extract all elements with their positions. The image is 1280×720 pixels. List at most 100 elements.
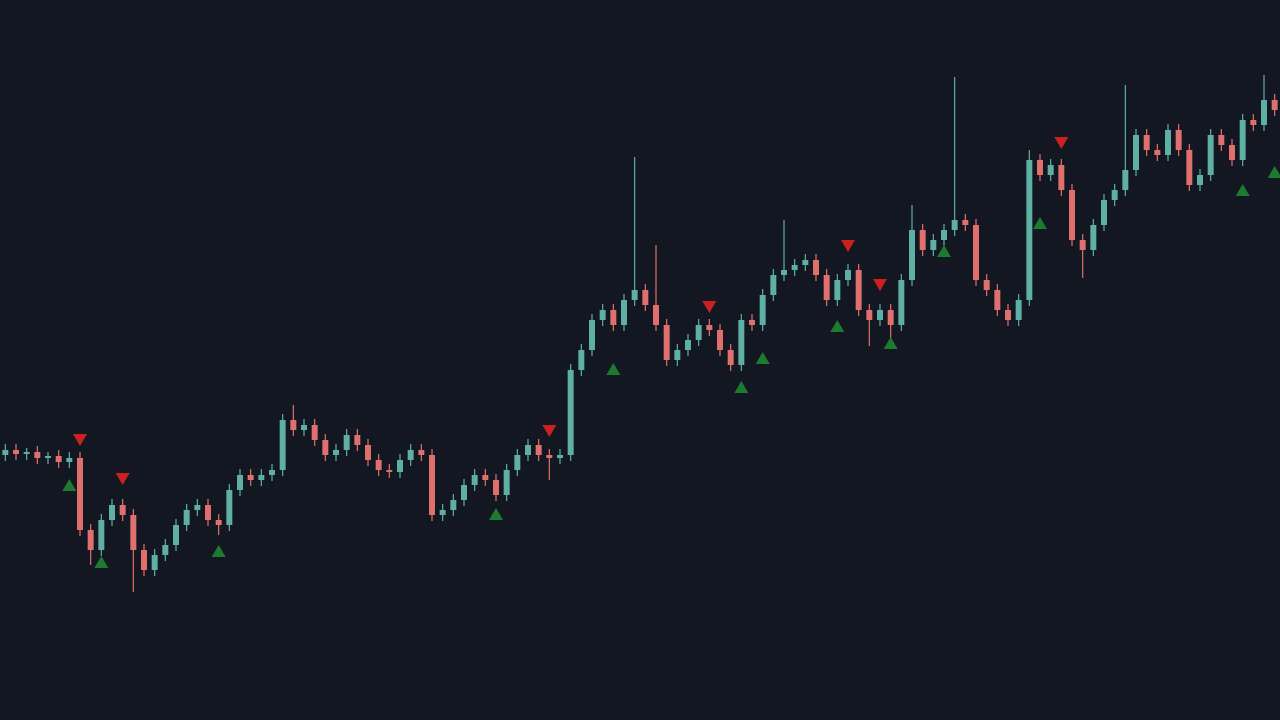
buy-signal: [94, 556, 109, 568]
candle-body: [1218, 135, 1225, 145]
candle-body: [866, 310, 873, 320]
candle-body: [23, 452, 30, 454]
candle-body: [823, 275, 830, 300]
candle-body: [109, 505, 115, 520]
candle-body: [1271, 100, 1278, 110]
candle-body: [450, 500, 457, 510]
candle-body: [258, 475, 265, 480]
candle-body: [770, 275, 777, 295]
candle-body: [77, 458, 83, 530]
candle-body: [909, 230, 915, 280]
buy-signal: [62, 479, 77, 491]
candle-body: [695, 325, 702, 340]
sell-signal: [542, 425, 557, 437]
sell-signal: [1054, 137, 1069, 149]
candle-body: [98, 520, 105, 550]
candle-body: [365, 445, 371, 460]
candle-body: [578, 350, 585, 370]
candle-body: [87, 530, 94, 550]
candle-body: [898, 280, 905, 325]
candle-body: [535, 445, 542, 455]
candle-body: [1101, 200, 1107, 225]
candle-body: [311, 425, 318, 440]
sell-signal: [702, 301, 717, 313]
candle-body: [354, 435, 361, 445]
candle-body: [66, 458, 73, 462]
candle-body: [503, 470, 510, 495]
candle-body: [226, 490, 233, 525]
candle-body: [2, 450, 9, 455]
candle-body: [173, 525, 179, 545]
buy-signal: [883, 337, 898, 349]
candle-body: [930, 240, 937, 250]
candle-body: [1122, 170, 1129, 190]
candle-body: [1229, 145, 1235, 160]
buy-signal: [755, 352, 770, 364]
candle-body: [471, 475, 478, 485]
candle-body: [599, 310, 606, 320]
candle-body: [855, 270, 862, 310]
candle-body: [1165, 130, 1171, 155]
candle-body: [1037, 160, 1043, 175]
candle-body: [941, 230, 947, 240]
candle-body: [749, 320, 755, 325]
candle-body: [674, 350, 681, 360]
candle-body: [119, 505, 126, 515]
candle-body: [1197, 175, 1203, 185]
candle-body: [418, 450, 425, 455]
candle-body: [759, 295, 766, 325]
candle-body: [1207, 135, 1214, 175]
candle-body: [151, 555, 158, 570]
candle-body: [546, 455, 553, 458]
candle-body: [621, 300, 627, 325]
candle-body: [269, 470, 275, 475]
candle-body: [1090, 225, 1097, 250]
candle-body: [781, 270, 787, 275]
candle-body: [55, 456, 62, 462]
candle-body: [791, 265, 798, 270]
candle-body: [482, 475, 489, 480]
candle-body: [205, 505, 211, 520]
buy-signal: [1235, 184, 1250, 196]
buy-signal: [1033, 217, 1047, 229]
candle-body: [215, 520, 222, 525]
candle-body: [962, 220, 969, 225]
candle-body: [1111, 190, 1118, 200]
candle-body: [983, 280, 990, 290]
candle-body: [34, 452, 41, 458]
candle-body: [973, 225, 979, 280]
sell-signal: [873, 279, 887, 291]
candle-body: [194, 505, 201, 510]
candle-body: [183, 510, 190, 525]
candle-body: [802, 260, 809, 265]
buy-signal: [489, 508, 503, 520]
candle-body: [1154, 150, 1161, 155]
candle-body: [1058, 165, 1065, 190]
candle-body: [727, 350, 734, 365]
candle-body: [717, 330, 723, 350]
candle-body: [13, 450, 19, 454]
candle-body: [141, 550, 147, 570]
candle-body: [706, 325, 713, 330]
candle-body: [1143, 135, 1150, 150]
candle-body: [653, 305, 659, 325]
candle-body: [567, 370, 574, 455]
candle-body: [386, 470, 393, 472]
candle-body: [343, 435, 350, 450]
candle-body: [1047, 165, 1054, 175]
candle-body: [877, 310, 883, 320]
candle-body: [322, 440, 329, 455]
candle-body: [279, 420, 286, 470]
candle-body: [1133, 135, 1139, 170]
buy-signal: [606, 363, 621, 375]
candle-body: [237, 475, 243, 490]
candle-body: [813, 260, 819, 275]
candle-body: [333, 450, 339, 455]
candle-body: [610, 310, 617, 325]
buy-signal: [734, 381, 749, 393]
buy-signal: [211, 545, 226, 557]
candle-body: [557, 455, 563, 458]
candle-body: [994, 290, 1001, 310]
